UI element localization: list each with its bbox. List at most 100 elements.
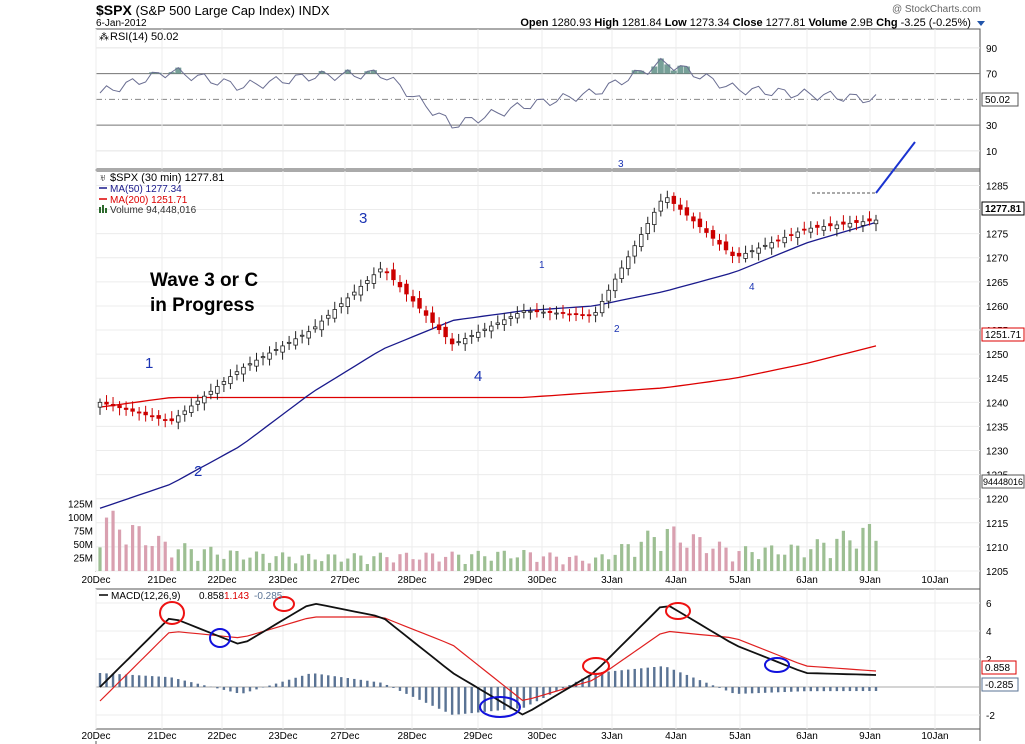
- macd-histogram-bar: [196, 683, 200, 687]
- volume-bar: [678, 542, 682, 571]
- candle-body: [176, 415, 181, 423]
- macd-histogram-bar: [776, 687, 780, 693]
- volume-bar: [489, 560, 493, 571]
- macd-histogram-bar: [470, 687, 473, 714]
- volume-bar: [802, 557, 806, 571]
- candle-body: [241, 366, 246, 375]
- volume-bar: [170, 557, 174, 571]
- macd-histogram-bar: [248, 687, 252, 692]
- candle-body: [430, 312, 435, 323]
- candle-body: [293, 338, 298, 346]
- volume-bar: [561, 564, 565, 571]
- volume-tick-label: 50M: [74, 540, 93, 551]
- price-tag-box: [981, 201, 1025, 216]
- x-tick-label: 6Jan: [796, 575, 818, 586]
- volume-bar: [385, 557, 389, 571]
- chart-title: $SPX (S&P 500 Large Cap Index) INDX: [96, 2, 330, 18]
- macd-histogram-bar: [718, 687, 721, 688]
- macd-histogram-bar: [490, 687, 493, 712]
- candle-body: [456, 341, 461, 344]
- chg-value: -3.25 (-0.25%): [900, 17, 971, 29]
- macd-histogram-bar: [816, 687, 819, 692]
- ma50-legend: MA(50) 1277.34: [110, 184, 182, 195]
- volume-bar: [144, 545, 148, 571]
- candle-body: [665, 197, 670, 203]
- volume-bar: [444, 556, 448, 571]
- volume-bar: [528, 552, 532, 571]
- candle-body: [436, 324, 442, 330]
- volume-bar: [450, 551, 454, 571]
- volume-tick-label: 75M: [74, 527, 93, 538]
- volume-bar: [470, 554, 474, 571]
- volume-bar: [515, 557, 519, 571]
- volume-bar: [874, 540, 878, 571]
- candle-body: [691, 216, 696, 222]
- x-tick-label: 22Dec: [208, 731, 237, 742]
- macd-histogram-bar: [418, 687, 421, 700]
- volume-bar: [274, 556, 278, 571]
- macd-tag: 0.858: [985, 663, 1010, 674]
- projection-line: [875, 141, 916, 194]
- high-label: High: [594, 17, 619, 29]
- macd-histogram-bar: [359, 679, 363, 687]
- candle-body: [378, 268, 383, 273]
- candle-body: [515, 313, 520, 319]
- volume-legend: Volume 94,448,016: [110, 205, 197, 216]
- x-tick-label: 28Dec: [398, 575, 427, 586]
- candle-body: [215, 386, 220, 394]
- x-tick-label: 21Dec: [148, 575, 177, 586]
- volume-bar: [848, 540, 852, 571]
- volume-bar: [685, 547, 689, 571]
- macd-histogram-bar: [164, 676, 167, 687]
- credit-text: @ StockCharts.com: [891, 4, 981, 15]
- macd-histogram-bar: [118, 674, 121, 687]
- macd-histogram-bar: [398, 687, 402, 691]
- volume-bar: [372, 556, 376, 571]
- volume-bar: [567, 556, 572, 571]
- volume-bar: [228, 550, 233, 571]
- candle-body: [652, 211, 657, 225]
- chart-date: 6-Jan-2012: [96, 18, 147, 29]
- candle-body: [130, 408, 135, 412]
- volume-bar: [254, 551, 259, 571]
- candle-body: [97, 401, 103, 408]
- ohlc-summary: Open 1280.93 High 1281.84 Low 1273.34 Cl…: [520, 17, 985, 29]
- candle-body: [221, 381, 227, 385]
- candle-body: [489, 325, 494, 332]
- candle-body: [632, 245, 637, 257]
- volume-bar: [613, 554, 617, 571]
- macd-histogram-bar: [874, 687, 878, 691]
- x-tick-label: 3Jan: [601, 731, 623, 742]
- macd-histogram-bar: [450, 687, 454, 715]
- candle-body: [247, 363, 253, 366]
- candle-body: [397, 282, 403, 288]
- macd-histogram-bar: [666, 667, 669, 687]
- candle-body: [867, 218, 872, 222]
- candle-body: [854, 220, 859, 223]
- volume-bar: [541, 556, 546, 571]
- macd-histogram-bar: [242, 687, 245, 694]
- macd-tag-box: [981, 660, 1017, 675]
- volume-bar: [430, 553, 435, 571]
- volume-bar: [659, 550, 663, 571]
- volume-bar: [189, 549, 193, 571]
- dropdown-icon[interactable]: [977, 21, 985, 26]
- macd-histogram-bar: [424, 687, 428, 703]
- macd-histogram-bar: [203, 685, 206, 687]
- candle-body: [567, 313, 572, 316]
- macd-histogram-bar: [633, 668, 636, 687]
- volume-bar: [294, 563, 298, 571]
- macd-histogram-bar: [229, 687, 232, 692]
- candle-body: [123, 407, 129, 410]
- candle-legend-icon: ♅: [99, 173, 107, 184]
- volume-bar: [241, 559, 246, 571]
- volume-bar: [776, 554, 780, 571]
- candle-body: [384, 271, 390, 274]
- macd-histogram-bar: [679, 672, 682, 687]
- macd-histogram-bar: [607, 671, 610, 687]
- macd-histogram-bar: [379, 682, 382, 687]
- macd-histogram-bar: [150, 676, 154, 687]
- volume-bar: [98, 547, 102, 571]
- candle-body: [410, 296, 416, 302]
- rsi-tick-label: 70: [986, 70, 998, 81]
